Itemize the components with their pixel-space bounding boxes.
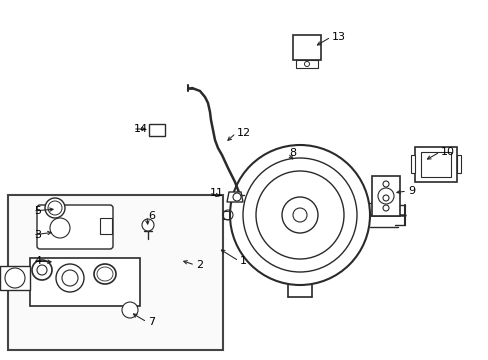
Circle shape [56, 264, 84, 292]
Bar [0, 266, 30, 290]
Bar [100, 218, 112, 234]
Circle shape [382, 181, 388, 187]
Circle shape [32, 260, 52, 280]
Text: 14: 14 [134, 124, 148, 134]
Text: 9: 9 [407, 186, 414, 196]
Circle shape [5, 268, 25, 288]
Bar [149, 124, 164, 136]
Bar [456, 155, 460, 173]
Bar [8, 195, 223, 350]
Bar [371, 176, 399, 216]
Text: 12: 12 [237, 128, 251, 138]
Text: 11: 11 [209, 188, 224, 198]
FancyBboxPatch shape [37, 205, 113, 249]
Circle shape [142, 219, 154, 231]
Text: 3: 3 [34, 230, 41, 240]
Polygon shape [226, 192, 243, 202]
Text: 8: 8 [288, 148, 296, 158]
Bar [410, 155, 414, 173]
Text: 10: 10 [440, 147, 454, 157]
Circle shape [122, 302, 138, 318]
Text: 5: 5 [34, 206, 41, 216]
Text: 4: 4 [34, 256, 41, 266]
Bar [292, 35, 320, 60]
Circle shape [50, 218, 70, 238]
Text: 2: 2 [196, 260, 203, 270]
Circle shape [382, 195, 388, 201]
Bar [295, 60, 317, 68]
Bar [414, 147, 456, 182]
Bar [30, 258, 140, 306]
Text: 7: 7 [148, 317, 155, 327]
Text: 13: 13 [331, 32, 346, 42]
Circle shape [382, 205, 388, 211]
Bar [420, 152, 450, 177]
Circle shape [45, 198, 65, 218]
Text: 1: 1 [240, 256, 246, 266]
Text: 6: 6 [148, 211, 155, 221]
